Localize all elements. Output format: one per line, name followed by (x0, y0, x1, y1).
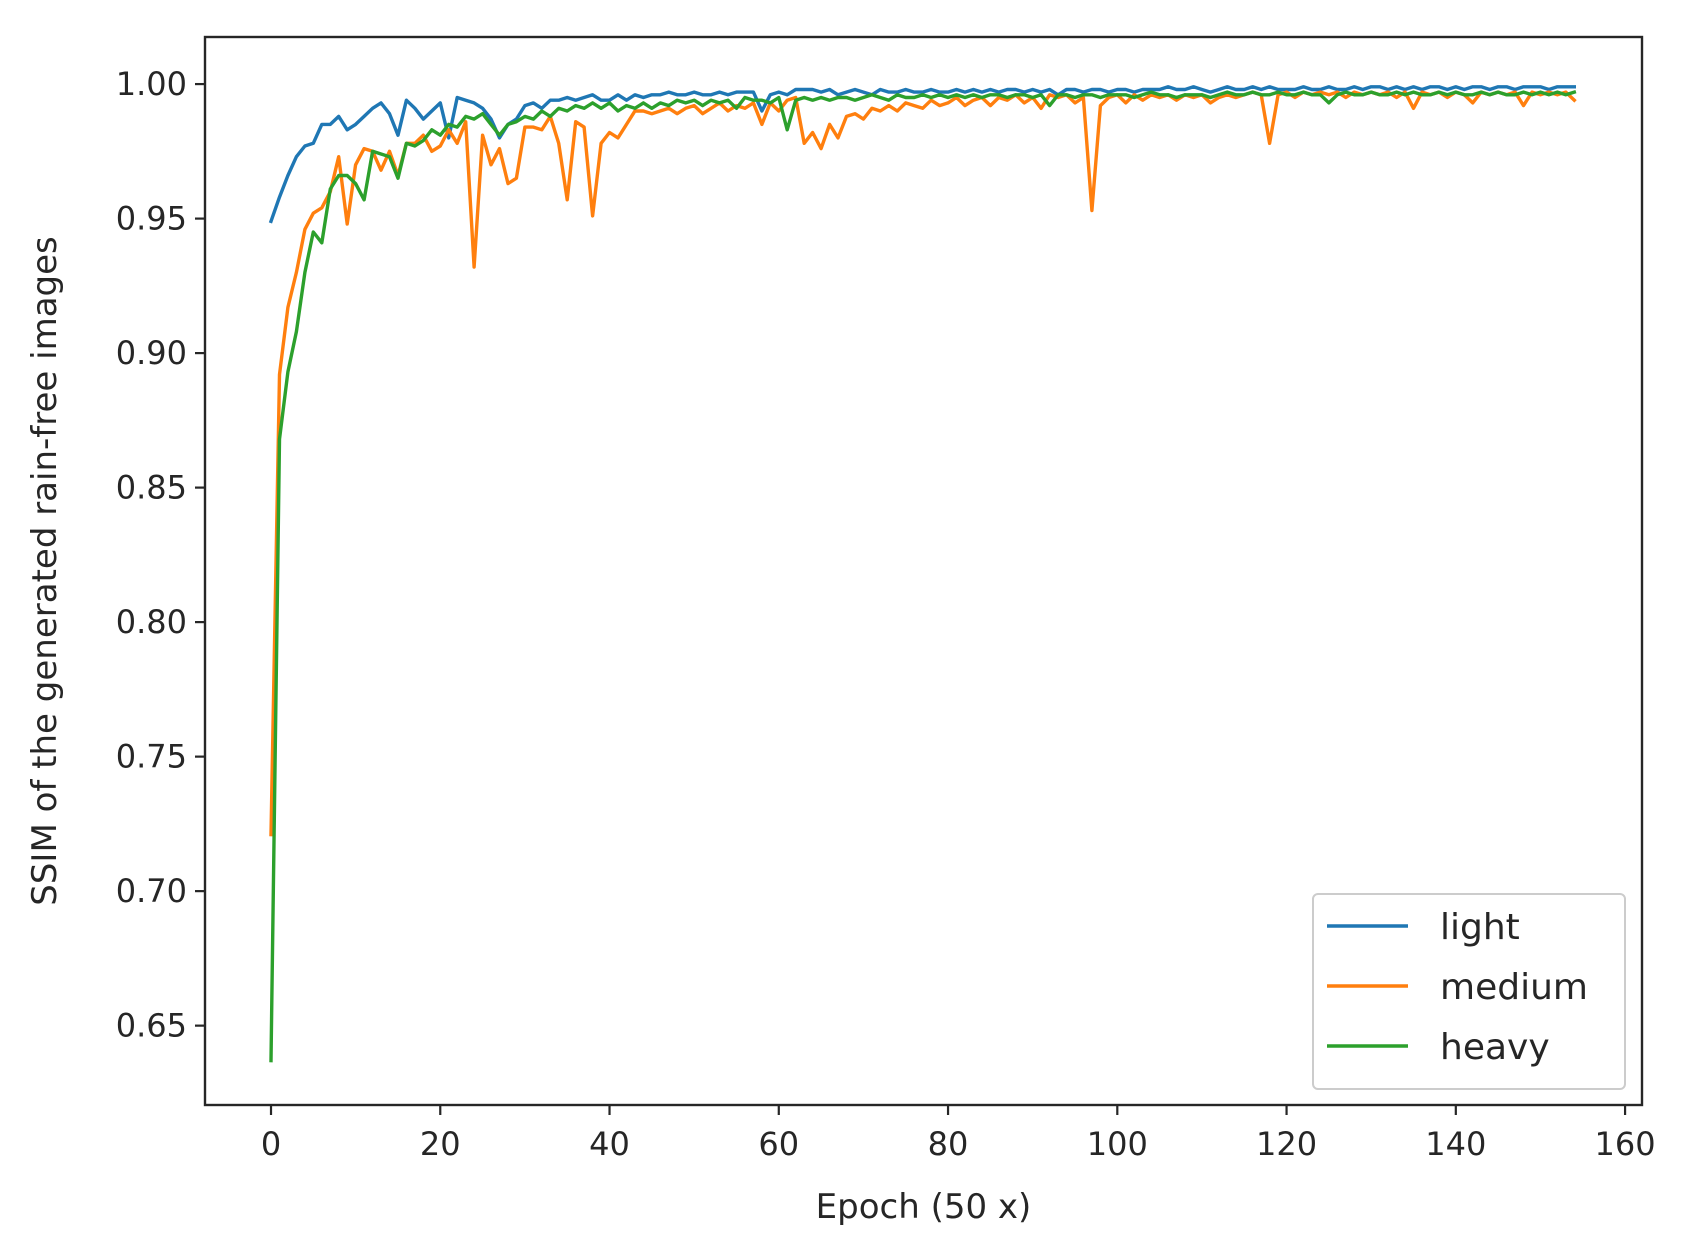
y-tick-label: 0.75 (116, 738, 187, 776)
x-tick-label: 80 (928, 1125, 969, 1163)
legend-frame (1312, 893, 1626, 1090)
x-tick-label: 20 (420, 1125, 461, 1163)
x-tick-label: 160 (1595, 1125, 1656, 1163)
x-tick-label: 0 (261, 1125, 281, 1163)
series-group (268, 85, 1577, 1063)
y-tick-label: 0.95 (116, 200, 187, 238)
y-tick-label: 0.80 (116, 603, 187, 641)
series-line-light (268, 85, 1576, 224)
y-tick-label: 0.85 (116, 469, 187, 507)
legend-label-medium: medium (1440, 967, 1588, 1008)
y-axis-ticks: 0.65 0.70 0.75 0.80 0.85 0.90 0.95 1.00 (116, 65, 205, 1045)
plot-frame (203, 35, 1644, 1107)
x-tick-label: 40 (589, 1125, 630, 1163)
x-axis-label: Epoch (50 x) (816, 1187, 1032, 1227)
series-line-heavy (269, 89, 1577, 1063)
y-tick-label: 1.00 (116, 65, 187, 103)
x-tick-label: 120 (1256, 1125, 1317, 1163)
y-axis-label: SSIM of the generated rain-free images (25, 236, 65, 905)
y-tick-label: 0.90 (116, 334, 187, 372)
legend: light medium heavy (1312, 893, 1626, 1090)
legend-label-heavy: heavy (1440, 1027, 1550, 1068)
series-line-medium (269, 90, 1577, 837)
x-tick-label: 100 (1087, 1125, 1148, 1163)
x-tick-label: 60 (758, 1125, 799, 1163)
y-tick-label: 0.70 (116, 872, 187, 910)
legend-label-light: light (1440, 907, 1520, 948)
x-axis-ticks: 0 20 40 60 80 100 120 140 160 (261, 1105, 1656, 1163)
y-tick-label: 0.65 (116, 1007, 187, 1045)
x-tick-label: 140 (1425, 1125, 1486, 1163)
